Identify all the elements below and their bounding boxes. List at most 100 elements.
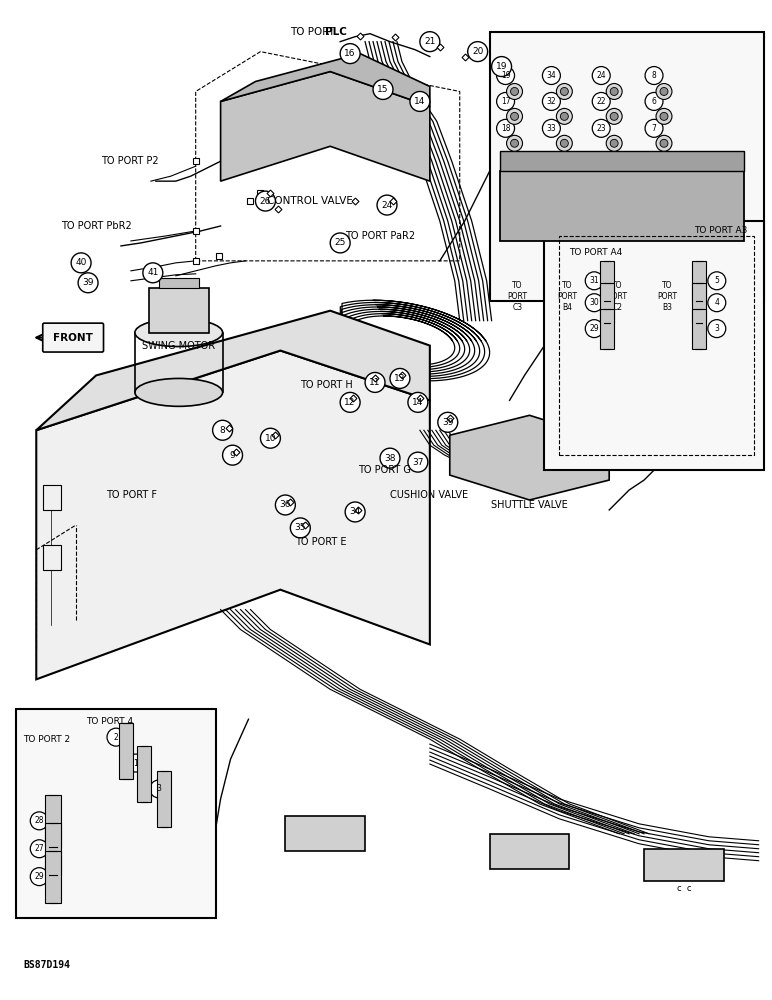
Circle shape — [373, 80, 393, 99]
Text: 8: 8 — [652, 71, 656, 80]
Text: BS87D194: BS87D194 — [23, 960, 70, 970]
Text: 5: 5 — [714, 276, 720, 285]
Circle shape — [585, 272, 603, 290]
Circle shape — [510, 87, 519, 95]
Text: TO
PORT
C2: TO PORT C2 — [607, 281, 627, 312]
Text: 12: 12 — [344, 398, 356, 407]
Polygon shape — [221, 54, 430, 106]
Circle shape — [660, 139, 668, 147]
Circle shape — [610, 139, 618, 147]
Circle shape — [78, 273, 98, 293]
Text: 25: 25 — [334, 238, 346, 247]
Circle shape — [380, 448, 400, 468]
Text: 27: 27 — [35, 844, 44, 853]
Circle shape — [496, 67, 514, 85]
Circle shape — [410, 91, 430, 111]
Circle shape — [708, 294, 726, 312]
Text: 36: 36 — [279, 500, 291, 509]
Bar — [692, 309, 706, 349]
Bar — [544, 221, 764, 470]
Bar — [489, 834, 569, 869]
Circle shape — [610, 87, 618, 95]
Text: 31: 31 — [590, 276, 599, 285]
Text: 18: 18 — [501, 124, 510, 133]
Text: 26: 26 — [259, 197, 271, 206]
Circle shape — [127, 754, 145, 772]
Text: PLC: PLC — [325, 27, 347, 37]
Text: 41: 41 — [147, 268, 158, 277]
Circle shape — [345, 502, 365, 522]
FancyBboxPatch shape — [42, 323, 103, 352]
Circle shape — [660, 112, 668, 120]
Text: 35: 35 — [295, 523, 306, 532]
Text: TO
PORT
C3: TO PORT C3 — [507, 281, 527, 312]
Circle shape — [656, 84, 672, 99]
Text: SWING MOTOR: SWING MOTOR — [142, 341, 215, 351]
Text: TO PORT PbR2: TO PORT PbR2 — [61, 221, 132, 231]
Circle shape — [340, 392, 360, 412]
Text: 28: 28 — [35, 816, 44, 825]
Bar — [692, 261, 706, 301]
Bar — [600, 261, 615, 301]
Circle shape — [408, 452, 428, 472]
Text: TO PORT: TO PORT — [290, 27, 338, 37]
Text: TO PORT A3: TO PORT A3 — [694, 226, 747, 235]
Text: TO PORT G: TO PORT G — [358, 465, 411, 475]
Circle shape — [506, 84, 523, 99]
Bar — [499, 171, 743, 241]
Circle shape — [656, 135, 672, 151]
Bar — [46, 851, 61, 903]
Circle shape — [30, 840, 48, 858]
Text: 9: 9 — [230, 451, 235, 460]
Text: c  c: c c — [677, 884, 691, 893]
Circle shape — [606, 108, 622, 124]
Circle shape — [656, 108, 672, 124]
Circle shape — [557, 135, 572, 151]
Text: 10: 10 — [265, 434, 276, 443]
Text: 34: 34 — [547, 71, 557, 80]
Circle shape — [585, 320, 603, 338]
Circle shape — [585, 294, 603, 312]
Circle shape — [290, 518, 310, 538]
Circle shape — [222, 445, 242, 465]
Text: TO PORT P2: TO PORT P2 — [101, 156, 159, 166]
Circle shape — [560, 87, 568, 95]
Circle shape — [592, 119, 610, 137]
Circle shape — [645, 92, 663, 110]
Circle shape — [330, 233, 350, 253]
Text: 14: 14 — [415, 97, 425, 106]
Text: 34: 34 — [350, 507, 361, 516]
Text: 3: 3 — [157, 784, 161, 793]
Circle shape — [645, 67, 663, 85]
Text: 24: 24 — [381, 201, 393, 210]
Bar — [692, 283, 706, 323]
Text: 15: 15 — [378, 85, 389, 94]
Circle shape — [560, 112, 568, 120]
Bar — [600, 309, 615, 349]
Ellipse shape — [135, 378, 222, 406]
Text: 29: 29 — [590, 324, 599, 333]
Polygon shape — [450, 415, 609, 500]
Circle shape — [543, 67, 560, 85]
Circle shape — [492, 57, 512, 77]
Text: 40: 40 — [76, 258, 86, 267]
Circle shape — [543, 119, 560, 137]
Text: TO PORT 4: TO PORT 4 — [86, 717, 134, 726]
Text: 6: 6 — [652, 97, 656, 106]
Text: SHUTTLE VALVE: SHUTTLE VALVE — [491, 500, 568, 510]
Bar — [644, 849, 724, 881]
Text: TO PORT 2: TO PORT 2 — [23, 735, 70, 744]
Circle shape — [496, 119, 514, 137]
Text: FRONT: FRONT — [53, 333, 93, 343]
Text: 32: 32 — [547, 97, 556, 106]
Circle shape — [340, 44, 360, 64]
Text: 1: 1 — [134, 759, 138, 768]
Text: 19: 19 — [496, 62, 507, 71]
Bar — [560, 236, 753, 455]
Bar — [16, 709, 215, 918]
Circle shape — [30, 812, 48, 830]
Text: TO PORT F: TO PORT F — [106, 490, 157, 500]
Bar — [46, 795, 61, 847]
Circle shape — [510, 112, 519, 120]
Circle shape — [660, 87, 668, 95]
